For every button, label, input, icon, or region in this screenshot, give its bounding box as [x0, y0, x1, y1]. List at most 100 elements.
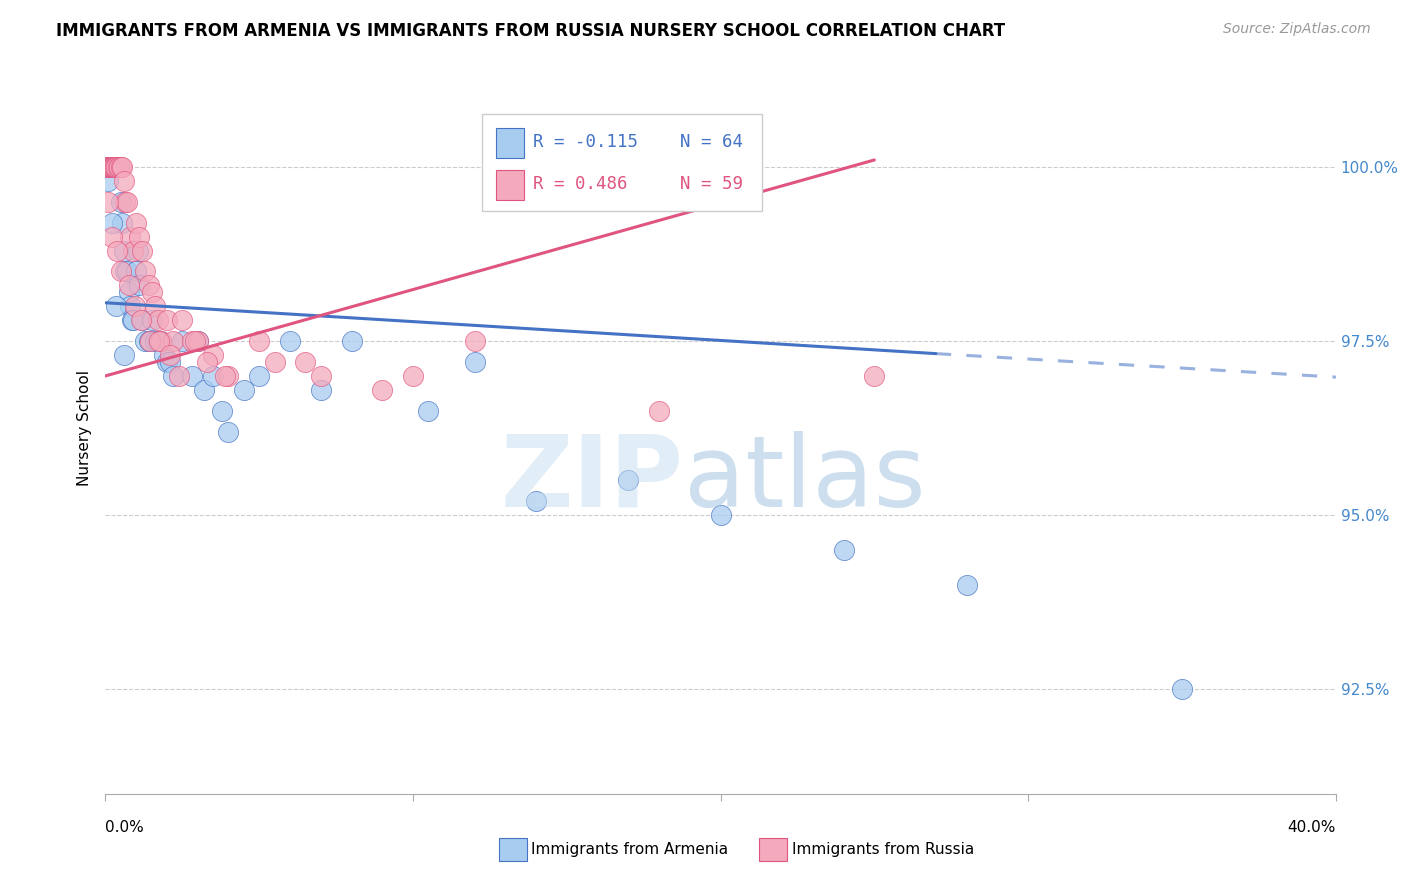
Point — [218, 368, 240, 383]
Text: 0.0%: 0.0% — [105, 821, 145, 835]
Point — [139, 334, 162, 348]
Point — [648, 403, 671, 417]
Point — [117, 285, 139, 300]
Point — [218, 425, 240, 439]
Point — [122, 244, 145, 258]
Point — [162, 334, 184, 348]
Point — [214, 368, 236, 383]
Text: Immigrants from Russia: Immigrants from Russia — [792, 842, 974, 856]
Point — [125, 264, 148, 278]
Point — [107, 160, 129, 174]
Point — [100, 160, 122, 174]
Point — [98, 160, 121, 174]
Point — [232, 383, 254, 397]
Point — [1171, 682, 1194, 697]
Point — [107, 160, 129, 174]
Point — [111, 160, 134, 174]
Point — [172, 313, 194, 327]
Point — [105, 160, 128, 174]
Point — [371, 383, 394, 397]
Point — [100, 160, 122, 174]
Point — [120, 229, 141, 244]
Point — [101, 160, 124, 174]
Point — [153, 348, 176, 362]
Point — [211, 403, 233, 417]
Point — [180, 368, 202, 383]
Point — [98, 160, 121, 174]
Point — [112, 244, 135, 258]
Point — [112, 174, 135, 188]
Point — [115, 194, 138, 209]
Point — [110, 160, 132, 174]
Point — [124, 299, 146, 313]
Point — [146, 313, 169, 327]
Point — [103, 160, 125, 174]
Text: Immigrants from Armenia: Immigrants from Armenia — [531, 842, 728, 856]
Point — [134, 264, 156, 278]
Point — [97, 194, 120, 209]
Point — [710, 508, 733, 523]
Point — [148, 334, 170, 348]
Point — [143, 334, 166, 348]
Point — [956, 578, 979, 592]
Point — [120, 299, 141, 313]
Text: R = -0.115    N = 64: R = -0.115 N = 64 — [533, 133, 742, 151]
Point — [156, 355, 179, 369]
Point — [108, 160, 131, 174]
Point — [125, 216, 148, 230]
Point — [121, 313, 143, 327]
Point — [96, 160, 118, 174]
Point — [104, 160, 127, 174]
Point — [110, 194, 132, 209]
Point — [247, 368, 270, 383]
Point — [105, 160, 128, 174]
Point — [159, 355, 181, 369]
Point — [104, 160, 127, 174]
Point — [117, 278, 139, 293]
Point — [138, 278, 160, 293]
Point — [101, 229, 124, 244]
Point — [101, 160, 124, 174]
Point — [195, 355, 218, 369]
Text: 40.0%: 40.0% — [1288, 821, 1336, 835]
Point — [97, 174, 120, 188]
Point — [127, 244, 149, 258]
Point — [104, 160, 127, 174]
Point — [187, 334, 209, 348]
Point — [172, 334, 194, 348]
Text: R = 0.486     N = 59: R = 0.486 N = 59 — [533, 176, 742, 194]
Point — [159, 348, 181, 362]
Point — [108, 160, 131, 174]
Point — [143, 299, 166, 313]
Point — [183, 334, 205, 348]
Point — [128, 229, 150, 244]
Point — [128, 278, 150, 293]
Point — [101, 160, 124, 174]
Text: Source: ZipAtlas.com: Source: ZipAtlas.com — [1223, 22, 1371, 37]
Point — [97, 160, 120, 174]
Point — [464, 334, 486, 348]
Point — [129, 313, 152, 327]
Point — [101, 160, 124, 174]
Point — [134, 334, 156, 348]
Point — [146, 334, 169, 348]
Point — [169, 368, 191, 383]
Point — [193, 383, 215, 397]
Point — [402, 368, 425, 383]
Text: atlas: atlas — [683, 431, 925, 528]
Point — [162, 368, 184, 383]
Point — [418, 403, 440, 417]
Point — [464, 355, 486, 369]
Point — [309, 383, 332, 397]
Point — [340, 334, 363, 348]
Point — [115, 264, 138, 278]
Point — [111, 216, 134, 230]
Point — [187, 334, 209, 348]
Point — [112, 348, 135, 362]
Text: IMMIGRANTS FROM ARMENIA VS IMMIGRANTS FROM RUSSIA NURSERY SCHOOL CORRELATION CHA: IMMIGRANTS FROM ARMENIA VS IMMIGRANTS FR… — [56, 22, 1005, 40]
Point — [103, 160, 125, 174]
Point — [309, 368, 332, 383]
Point — [131, 244, 153, 258]
Point — [202, 348, 225, 362]
Point — [101, 216, 124, 230]
